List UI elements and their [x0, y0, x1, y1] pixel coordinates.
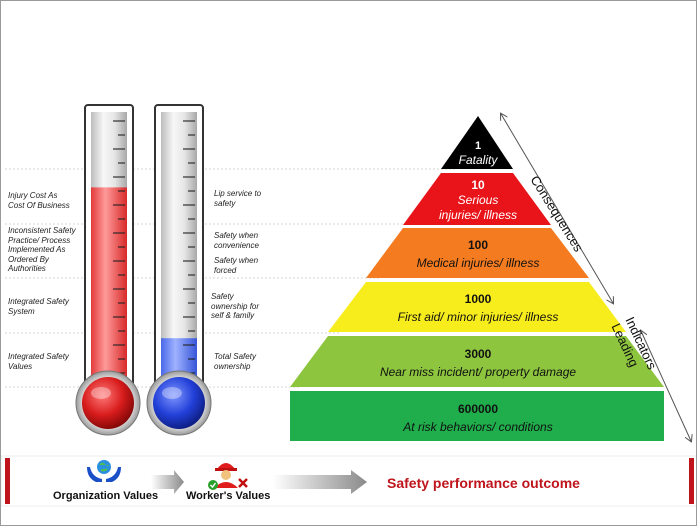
- level-3-value: 100: [468, 238, 488, 252]
- pyramid-text: 1 Fatality 10 Serious injuries/ illness …: [380, 140, 576, 434]
- arrow-right-icon: [151, 470, 184, 494]
- bottom-bar-right-accent: [689, 458, 694, 504]
- left-label-injury-cost: Injury Cost As Cost Of Business: [8, 191, 70, 210]
- right-bulb: [153, 377, 205, 429]
- pyramid-level-5: [290, 336, 664, 387]
- left-label-integrated-system: Integrated Safety System: [8, 297, 69, 316]
- level-5-label: Near miss incident/ property damage: [380, 365, 576, 379]
- level-3-label: Medical injuries/ illness: [417, 256, 540, 270]
- consequences-arrow: [501, 114, 613, 303]
- level-1-value: 1: [475, 140, 481, 152]
- level-1-label: Fatality: [459, 153, 499, 167]
- right-label-total-ownership: Total Safety ownership: [214, 352, 256, 371]
- pyramid-level-1: [441, 116, 513, 169]
- pyramid-level-3: [366, 228, 589, 278]
- worker-icon: [208, 463, 248, 490]
- right-label-forced: Safety when forced: [214, 256, 259, 275]
- level-4-label: First aid/ minor injuries/ illness: [398, 310, 559, 324]
- level-2-label-line1: Serious: [458, 193, 499, 207]
- pyramid: [290, 116, 664, 441]
- leading-indicators-arrow: [641, 331, 691, 441]
- bottom-bar: [1, 455, 696, 507]
- right-label-convenience: Safety when convenience: [214, 231, 259, 250]
- right-label-ownership-family: Safety ownership for self & family: [211, 292, 260, 320]
- safety-outcome-label: Safety performance outcome: [387, 475, 580, 491]
- level-4-value: 1000: [465, 292, 492, 306]
- level-2-value: 10: [471, 178, 485, 192]
- thermometer-right: [146, 104, 212, 436]
- organization-values-label: Organization Values: [53, 490, 159, 502]
- level-2-label-line2: injuries/ illness: [439, 208, 517, 222]
- thermometer-left: [75, 104, 141, 436]
- left-bulb: [82, 377, 134, 429]
- level-5-value: 3000: [465, 347, 492, 361]
- left-label-inconsistent-safety: Inconsistent Safety Practice/ Process Im…: [8, 226, 76, 273]
- right-label-lip-service: Lip service to safety: [214, 189, 262, 208]
- left-mercury-level: [91, 187, 127, 402]
- globe-hands-icon: [87, 460, 121, 482]
- bottom-bar-left-accent: [5, 458, 10, 504]
- arrow-right-long-icon: [273, 470, 367, 494]
- left-label-integrated-values: Integrated Safety Values: [8, 352, 69, 371]
- pyramid-level-6: [290, 391, 664, 441]
- pyramid-level-4: [328, 282, 626, 332]
- level-6-value: 600000: [458, 402, 498, 416]
- level-6-label: At risk behaviors/ conditions: [402, 420, 552, 434]
- workers-values-label: Worker's Values: [186, 490, 271, 502]
